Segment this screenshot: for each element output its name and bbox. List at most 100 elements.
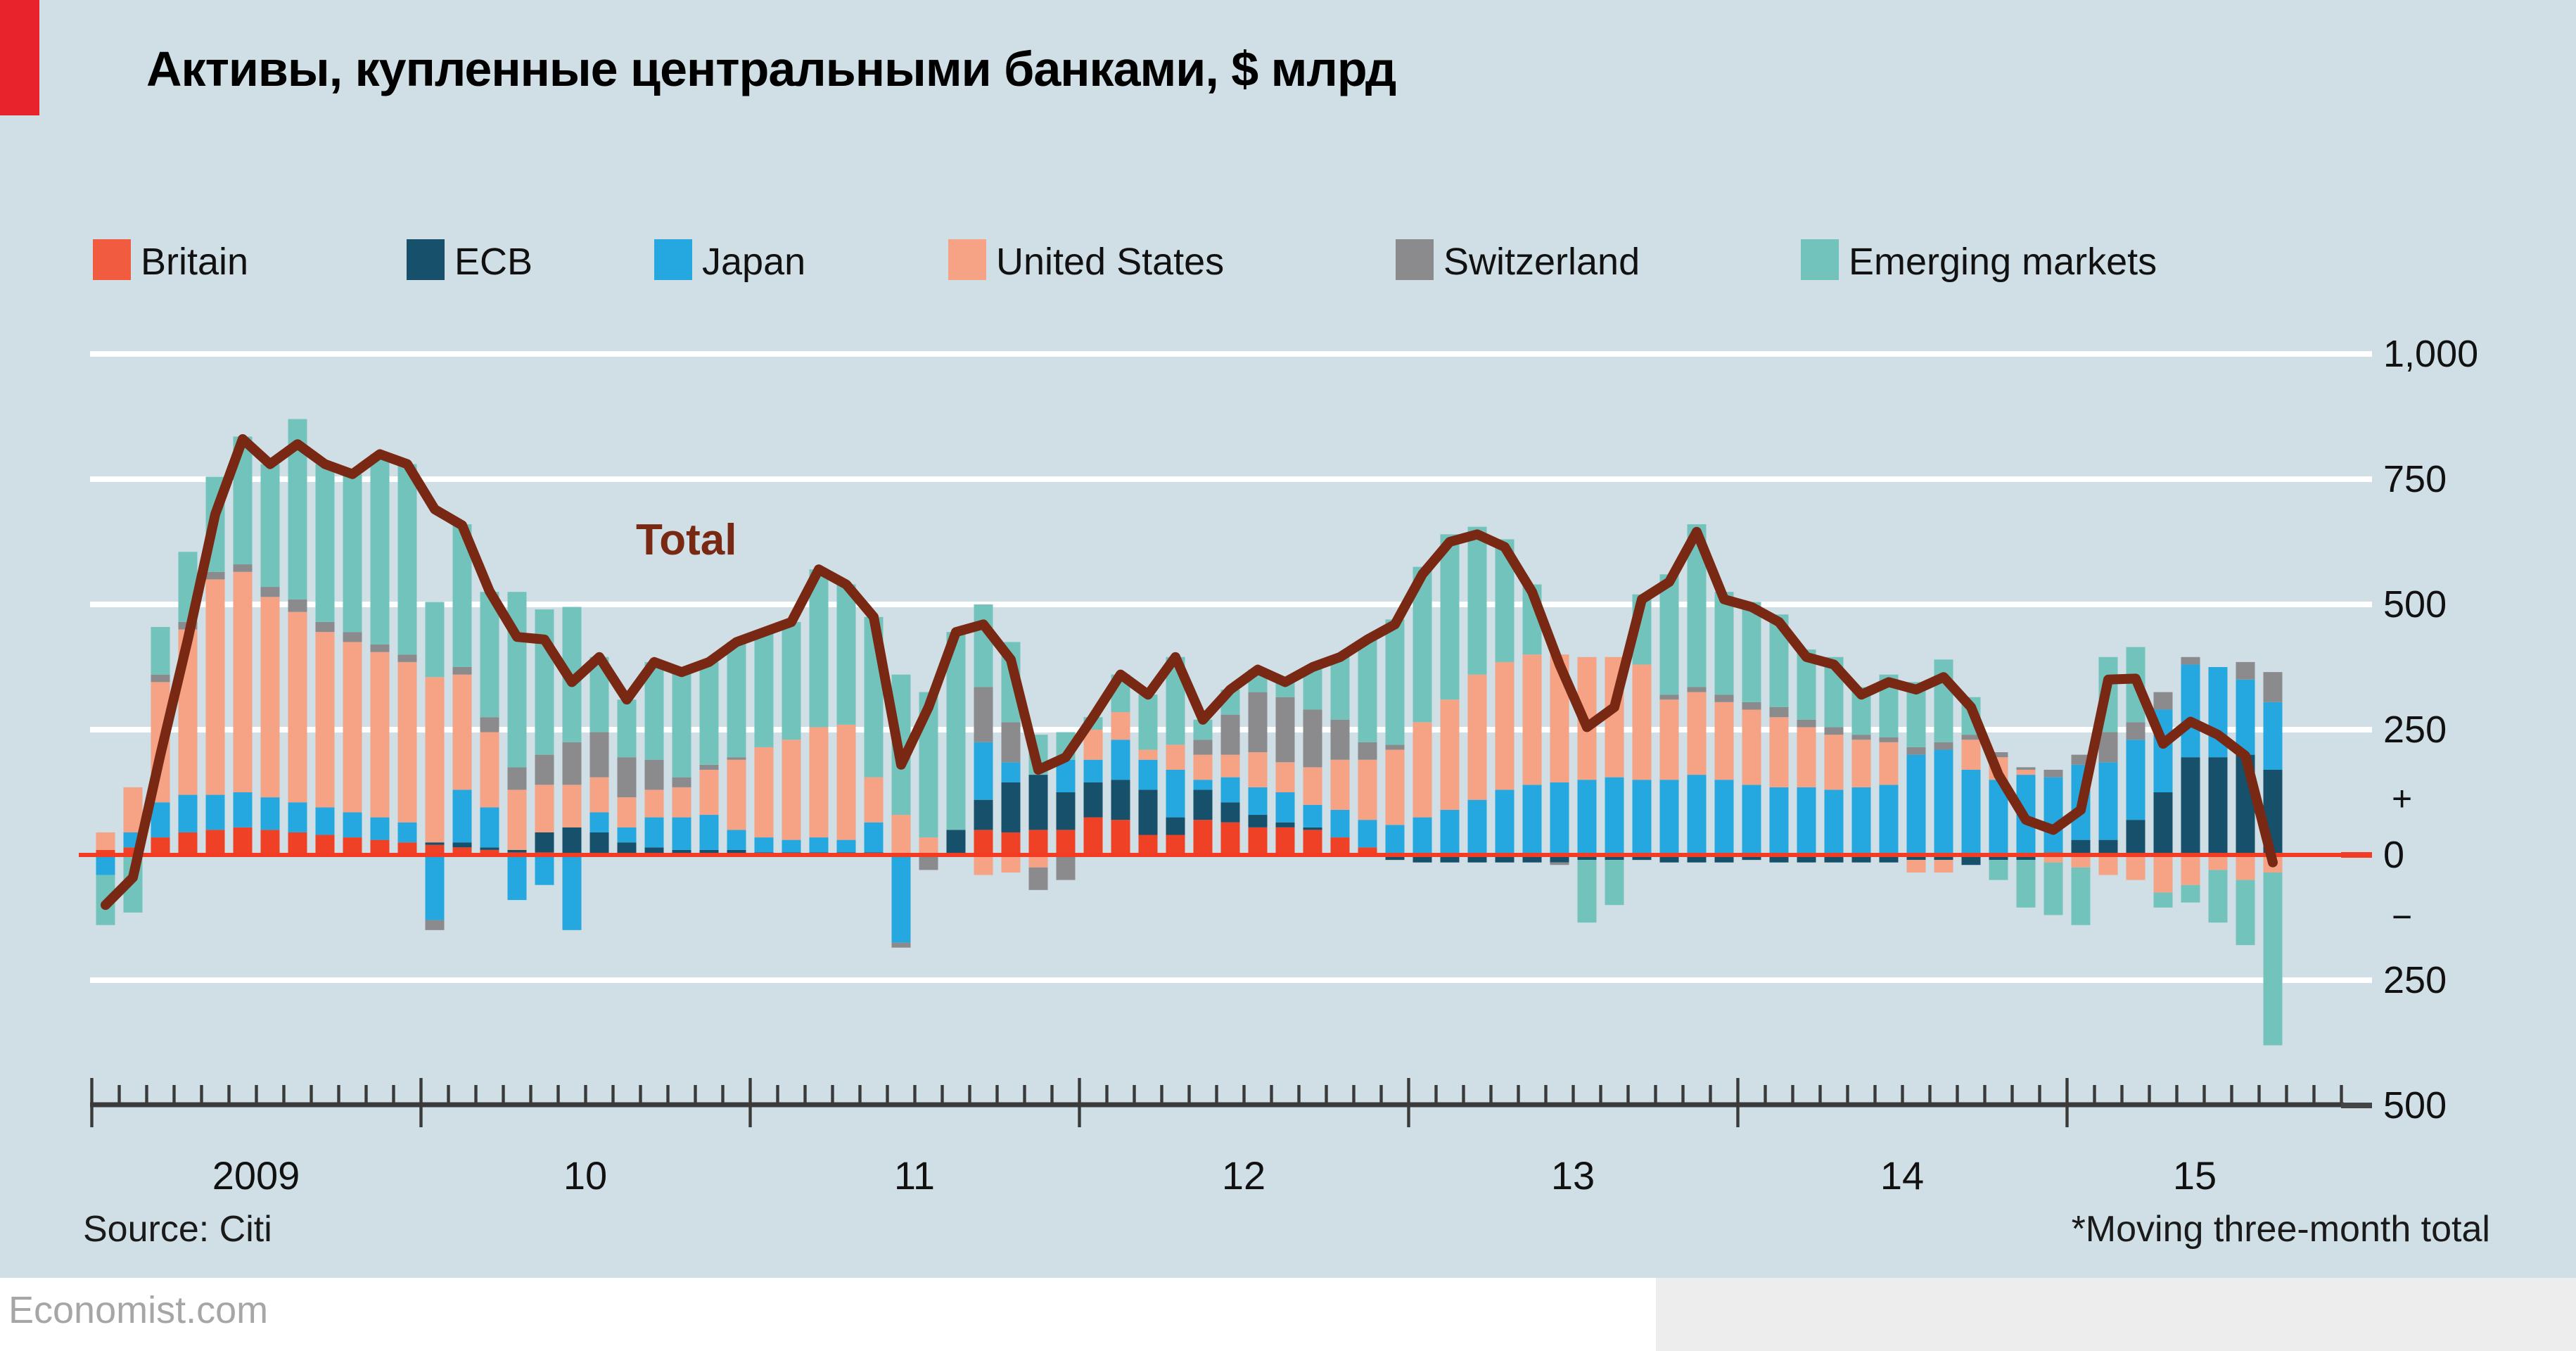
bar-segment <box>1248 752 1268 787</box>
bar-segment <box>1550 782 1569 855</box>
bar-segment <box>397 822 417 843</box>
bar-segment <box>836 584 856 725</box>
bar-segment <box>1083 782 1103 818</box>
bar-segment <box>370 817 390 840</box>
bar-segment <box>2098 855 2118 875</box>
bar-segment <box>672 849 691 855</box>
bar-segment <box>151 837 170 855</box>
bar-segment <box>617 757 637 798</box>
bar-segment <box>562 827 582 855</box>
bar-segment <box>2016 767 2036 770</box>
bar-segment <box>2181 757 2200 855</box>
bar-segment <box>1028 775 1048 830</box>
bar-segment <box>370 644 390 652</box>
bar-segment <box>1824 727 1844 735</box>
bar-segment <box>1934 855 1953 861</box>
bar-segment <box>1824 855 1844 863</box>
bar-segment <box>1303 804 1322 827</box>
bar-segment <box>2016 855 2036 861</box>
bar-segment <box>1605 855 1624 861</box>
y-tick-label: 250 <box>2383 959 2447 1001</box>
bar-segment <box>452 667 472 675</box>
bar-segment <box>1934 749 1953 855</box>
bar-segment <box>891 942 911 948</box>
bar-segment <box>96 832 115 850</box>
bar-segment <box>1797 787 1816 855</box>
bar-segment <box>1193 740 1213 755</box>
y-tick-label: 250 <box>2383 709 2447 751</box>
bar-segment <box>1111 820 1130 855</box>
bar-segment <box>1550 862 1569 865</box>
bar-segment <box>699 815 719 850</box>
bar-segment <box>1330 759 1350 810</box>
bar-segment <box>452 842 472 848</box>
bar-segment <box>1522 785 1542 855</box>
bar-segment <box>425 602 445 678</box>
x-axis-year-label: 12 <box>1222 1153 1265 1198</box>
bar-segment <box>1358 742 1377 760</box>
bar-segment <box>617 699 637 758</box>
bar-segment <box>754 837 774 853</box>
bar-segment <box>2126 855 2145 880</box>
bar-segment <box>288 611 307 803</box>
bar-segment <box>315 464 335 622</box>
bar-segment <box>535 754 554 785</box>
bar-segment <box>452 674 472 790</box>
bar-segment <box>589 777 609 813</box>
y-tick-label: 500 <box>2383 1084 2447 1127</box>
bar-segment <box>1769 717 1789 787</box>
bar-segment <box>260 587 280 597</box>
bar-segment <box>1742 709 1761 785</box>
bar-segment <box>507 767 527 790</box>
bar-segment <box>1824 789 1844 855</box>
bar-segment <box>562 855 582 930</box>
bar-segment <box>2153 692 2173 710</box>
bar-segment <box>1851 740 1871 787</box>
bar-segment <box>2263 672 2283 702</box>
source-note: Source: Citi <box>83 1207 272 1250</box>
bar-segment <box>2181 855 2200 885</box>
bar-segment <box>891 855 911 943</box>
bar-segment <box>1275 682 1295 697</box>
bar-segment <box>727 830 746 850</box>
legend-swatch-icon <box>654 239 692 280</box>
bar-segment <box>343 812 362 838</box>
bar-segment <box>974 830 993 855</box>
bar-segment <box>974 855 993 875</box>
bar-segment <box>2181 884 2200 903</box>
bar-segment <box>1413 722 1432 818</box>
bar-segment <box>343 632 362 642</box>
bar-segment <box>123 787 143 832</box>
bar-segment <box>1385 744 1405 750</box>
bar-segment <box>1714 592 1734 695</box>
bar-segment <box>315 807 335 835</box>
bar-segment <box>507 789 527 850</box>
bar-segment <box>672 787 691 818</box>
bar-segment <box>2126 740 2145 820</box>
bar-segment <box>644 847 664 855</box>
bar-segment <box>1111 740 1130 780</box>
bar-segment <box>260 830 280 855</box>
bar-segment <box>589 812 609 832</box>
bar-segment <box>1522 855 1542 863</box>
bar-segment <box>1028 867 1048 890</box>
bar-segment <box>2181 664 2200 758</box>
bar-segment <box>864 777 884 823</box>
legend-swatch-icon <box>1396 239 1434 280</box>
bar-segment <box>1577 855 1597 861</box>
bar-segment <box>535 609 554 755</box>
bar-segment <box>535 785 554 832</box>
bar-segment <box>836 724 856 840</box>
page-title: Активы, купленные центральными банками, … <box>146 42 1396 97</box>
bar-segment <box>1220 822 1240 855</box>
bar-segment <box>1769 706 1789 718</box>
bar-segment <box>1851 855 1871 863</box>
bar-segment <box>480 717 499 732</box>
bar-segment <box>1056 792 1076 830</box>
bar-segment <box>946 830 966 855</box>
bar-segment <box>1467 674 1487 800</box>
bar-segment <box>1687 855 1707 863</box>
bar-segment <box>1385 825 1405 855</box>
x-axis-year-label: 13 <box>1551 1153 1595 1198</box>
bar-segment <box>2016 860 2036 908</box>
